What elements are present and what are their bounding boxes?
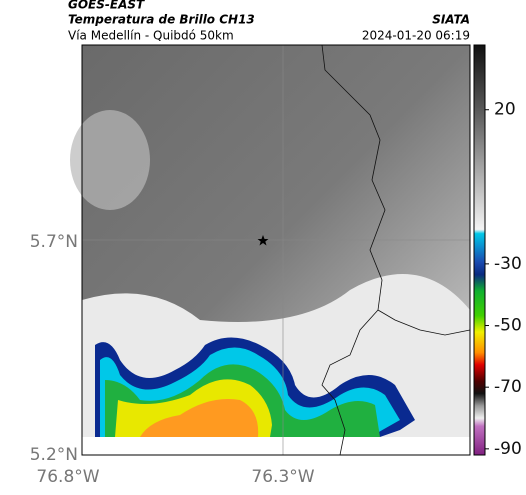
source: SIATA	[432, 13, 470, 27]
border	[321, 44, 471, 336]
caption: Vía Medellín - Quibdó 50km	[68, 29, 234, 43]
lat-label: 5.2°N	[30, 445, 78, 465]
timestamp: 2024-01-20 06:19	[362, 29, 470, 43]
colorbar-tick-label: -90	[494, 439, 522, 459]
colorbar-tick-label: -70	[494, 377, 522, 397]
colorbar: 20 -30 -50 -70 -90	[473, 44, 522, 459]
cloud-area	[70, 110, 150, 210]
lat-label: 5.7°N	[30, 232, 78, 252]
lon-label: 76.8°W	[36, 467, 99, 487]
map	[70, 44, 471, 456]
frame	[81, 44, 471, 456]
axis-labels: 5.7°N 5.2°N 76.8°W 76.3°W	[30, 232, 315, 487]
header: GOES-EAST Temperatura de Brillo CH13 Vía…	[68, 0, 470, 43]
colorbar-tick-label: 20	[494, 100, 516, 120]
colorbar-tick-label: -50	[494, 316, 522, 336]
subtitle: Temperatura de Brillo CH13	[68, 13, 255, 27]
border	[321, 309, 379, 456]
city-marker	[257, 235, 269, 246]
colorbar-scale	[473, 44, 486, 456]
lon-label: 76.3°W	[251, 467, 314, 487]
colorbar-tick-label: -30	[494, 254, 522, 274]
title: GOES-EAST	[68, 0, 145, 12]
cold-cloud	[140, 399, 259, 437]
